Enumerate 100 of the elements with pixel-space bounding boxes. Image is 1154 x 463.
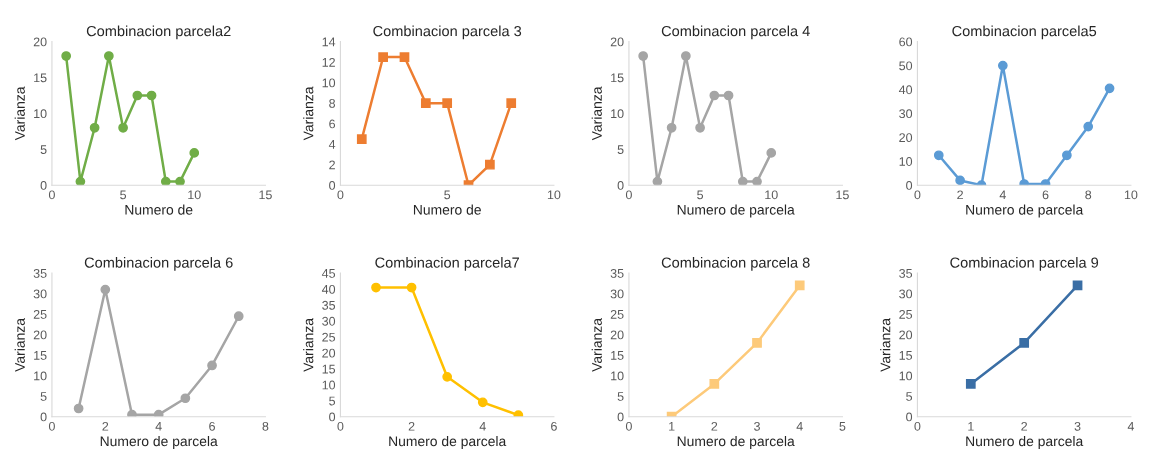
y-axis-title: Varianza <box>591 86 602 141</box>
x-tick-label: 10 <box>765 190 778 200</box>
y-tick-label: 35 <box>610 268 624 278</box>
y-tick-label: 8 <box>329 98 336 108</box>
point <box>709 90 720 101</box>
point <box>399 52 410 62</box>
y-tick-label: 30 <box>33 289 47 299</box>
y-tick-label: 20 <box>899 330 913 340</box>
chart-title: Combinacion parcela 4 <box>661 25 810 40</box>
point <box>75 176 86 186</box>
x-tick-label: 4 <box>796 422 803 431</box>
y-tick-label: 0 <box>40 412 47 422</box>
x-tick-label: 4 <box>155 422 162 431</box>
y-tick-label: 35 <box>899 268 913 278</box>
y-tick-label: 10 <box>322 78 336 88</box>
point <box>442 98 453 109</box>
point <box>997 60 1008 71</box>
y-axis-title: Varianza <box>880 318 891 372</box>
x-tick-label: 5 <box>444 190 451 200</box>
y-tick-label: 10 <box>611 109 624 119</box>
y-axis-title: Varianza <box>303 318 314 372</box>
y-tick-label: 35 <box>33 268 47 278</box>
y-axis-title: Varianza <box>14 318 25 372</box>
y-tick-label: 5 <box>617 392 624 401</box>
point <box>127 409 137 417</box>
y-tick-label: 0 <box>329 412 336 422</box>
x-tick-label: 0 <box>337 190 344 200</box>
x-tick-label: 0 <box>914 190 921 200</box>
point <box>378 52 388 62</box>
x-tick-label: 8 <box>1085 190 1092 200</box>
y-tick-label: 10 <box>899 157 913 166</box>
y-tick-label: 2 <box>329 160 335 170</box>
y-tick-label: 50 <box>899 61 913 71</box>
y-tick-label: 10 <box>34 371 47 381</box>
y-tick-label: 30 <box>610 289 624 299</box>
x-axis-title: Numero de parcela <box>677 204 795 218</box>
chart-title: Combinacion parcela 3 <box>373 25 522 40</box>
y-tick-label: 4 <box>328 140 336 149</box>
point <box>180 393 191 404</box>
x-tick-label: 0 <box>625 421 632 431</box>
point <box>73 403 84 414</box>
x-tick-label: 0 <box>48 190 55 200</box>
chart-title: Combinacion parcela7 <box>375 257 519 271</box>
y-tick-label: 0 <box>617 181 624 190</box>
x-axis-title: Numero de <box>125 204 193 215</box>
x-tick-label: 5 <box>120 190 127 200</box>
x-tick-label: 6 <box>1042 190 1049 200</box>
y-tick-label: 0 <box>906 412 913 422</box>
point <box>485 159 495 170</box>
y-tick-label: 25 <box>33 309 47 319</box>
point <box>1019 338 1030 348</box>
x-tick-label: 0 <box>48 421 55 431</box>
point <box>442 371 453 382</box>
y-tick-label: 10 <box>34 109 47 119</box>
x-tick-label: 5 <box>839 422 846 431</box>
point <box>103 51 114 61</box>
y-tick-label: 25 <box>610 309 624 319</box>
point <box>406 282 417 293</box>
x-tick-label: 2 <box>102 421 109 431</box>
point <box>709 379 720 389</box>
x-tick-label: 2 <box>1021 421 1028 431</box>
x-tick-label: 8 <box>262 421 269 431</box>
y-tick-label: 25 <box>899 309 913 319</box>
y-tick-label: 60 <box>899 37 913 47</box>
y-tick-label: 15 <box>34 351 47 360</box>
x-tick-label: 6 <box>209 421 215 431</box>
y-tick-label: 0 <box>617 412 624 422</box>
y-tick-label: 15 <box>611 351 624 360</box>
point <box>189 148 200 158</box>
x-tick-label: 10 <box>1124 190 1138 200</box>
x-tick-label: 2 <box>408 421 415 431</box>
point <box>89 122 100 133</box>
chart-title: Combinacion parcela 8 <box>661 257 810 271</box>
y-tick-label: 10 <box>611 371 624 381</box>
x-tick-label: 10 <box>188 190 201 200</box>
point <box>695 122 705 133</box>
y-tick-label: 40 <box>321 284 336 294</box>
point <box>100 284 111 295</box>
x-tick-label: 15 <box>259 190 272 200</box>
y-tick-label: 30 <box>899 289 913 299</box>
y-tick-label: 5 <box>906 392 913 401</box>
y-tick-label: 6 <box>329 119 336 129</box>
point <box>965 379 976 389</box>
y-tick-label: 15 <box>899 351 913 360</box>
x-axis-title: Numero de parcela <box>677 435 795 449</box>
y-tick-label: 15 <box>611 73 624 83</box>
point <box>1062 150 1072 161</box>
x-tick-label: 15 <box>836 190 849 200</box>
point <box>723 90 734 101</box>
y-axis-title: Varianza <box>591 318 602 372</box>
point <box>477 397 488 408</box>
point <box>666 122 677 133</box>
point <box>146 90 157 101</box>
y-tick-label: 20 <box>610 37 624 47</box>
y-tick-label: 20 <box>899 133 913 143</box>
x-axis-title: Numero de parcela <box>100 435 218 449</box>
x-tick-label: 6 <box>551 421 557 431</box>
y-tick-label: 0 <box>329 181 336 190</box>
x-tick-label: 4 <box>1127 422 1135 431</box>
chart-title: Combinacion parcela5 <box>952 25 1097 40</box>
